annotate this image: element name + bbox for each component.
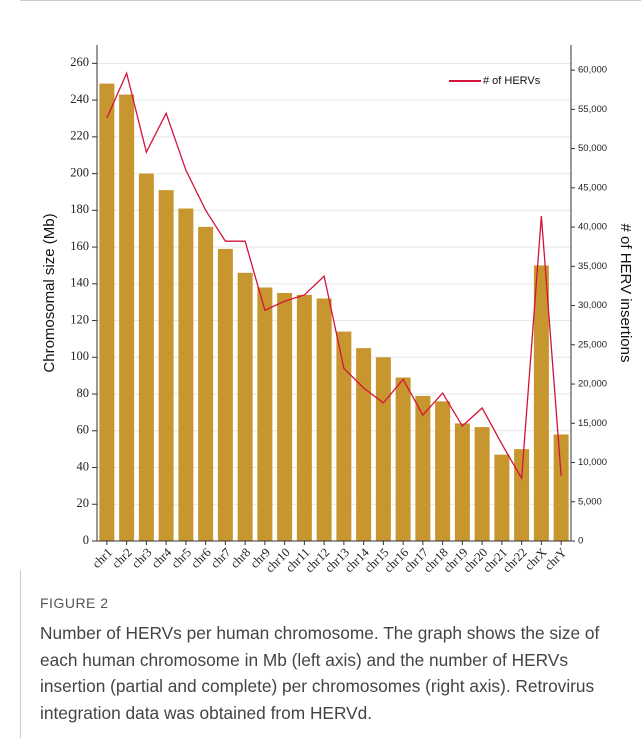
caption: Number of HERVs per human chromosome. Th… <box>40 623 600 723</box>
y-tick-label: 240 <box>70 92 89 106</box>
y2-tick-label: 15,000 <box>578 418 607 429</box>
bar <box>257 287 273 541</box>
figure-label: FIGURE 2 <box>40 595 109 611</box>
y-tick-label: 0 <box>83 533 89 547</box>
y2-tick-label: 60,000 <box>578 65 607 76</box>
bar <box>217 248 233 541</box>
y-tick-label: 40 <box>77 459 90 473</box>
legend-label: # of HERVs <box>483 75 541 87</box>
y2-tick-label: 0 <box>578 536 583 547</box>
line <box>106 71 562 481</box>
y-tick-label: 60 <box>77 423 90 437</box>
y2-axis-label: # of HERV insertions <box>617 224 634 363</box>
y-tick-label: 20 <box>77 496 90 510</box>
y2-tick-label: 55,000 <box>578 104 607 115</box>
y2-tick-label: 50,000 <box>578 143 607 154</box>
bar <box>119 94 135 541</box>
y-tick-label: 100 <box>70 349 89 363</box>
y2-tick-label: 30,000 <box>578 300 607 311</box>
bar <box>395 377 411 541</box>
bar <box>277 293 293 541</box>
y-tick-label: 180 <box>70 202 89 216</box>
bar <box>533 265 549 541</box>
x-tick-label: chrY <box>542 545 570 573</box>
y-axis-label: Chromosomal size (Mb) <box>41 213 58 372</box>
y-tick-label: 220 <box>70 129 89 143</box>
y2-tick-label: 40,000 <box>578 222 607 233</box>
y-tick-label: 80 <box>77 386 90 400</box>
y2-tick-label: 10,000 <box>578 457 607 468</box>
bar <box>435 401 451 541</box>
y-tick-label: 200 <box>70 165 89 179</box>
y-tick-label: 160 <box>70 239 89 253</box>
y-tick-label: 140 <box>70 276 89 290</box>
frame-left <box>20 570 21 738</box>
bar <box>474 427 490 541</box>
y2-tick-label: 25,000 <box>578 339 607 350</box>
bar <box>356 348 372 541</box>
bar <box>237 272 253 541</box>
chart: Chromosomal size (Mb) # of HERV insertio… <box>20 0 641 575</box>
y2-tick-label: 45,000 <box>578 182 607 193</box>
bar <box>178 208 194 542</box>
bar <box>316 298 332 541</box>
y2-tick-label: 20,000 <box>578 379 607 390</box>
bar <box>454 423 470 541</box>
bar <box>514 449 530 541</box>
y2-tick-label: 5,000 <box>578 496 602 507</box>
bar <box>415 395 431 541</box>
y-tick-label: 260 <box>70 55 89 69</box>
bar <box>158 190 174 542</box>
bar <box>99 83 115 542</box>
bar <box>336 331 352 541</box>
y2-tick-label: 35,000 <box>578 261 607 272</box>
bar <box>138 173 154 541</box>
bar <box>494 454 510 541</box>
bar <box>198 226 214 541</box>
bar <box>553 434 569 541</box>
bar <box>375 357 391 541</box>
bar <box>296 294 312 541</box>
y-tick-label: 120 <box>70 312 89 326</box>
